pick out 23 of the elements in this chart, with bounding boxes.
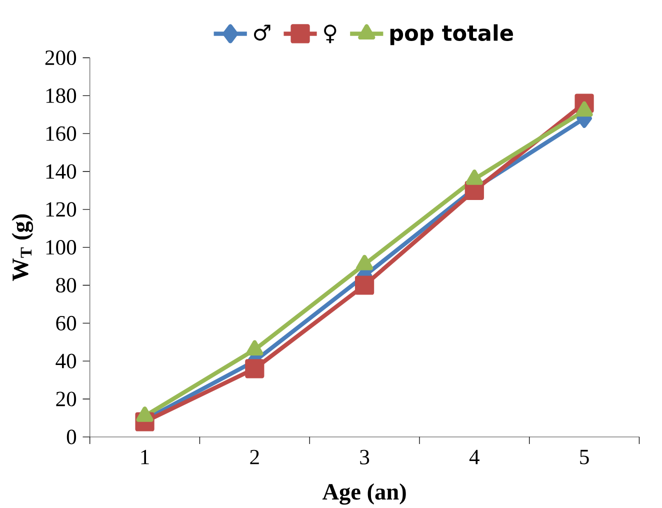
x-tick-label: 5 <box>580 450 589 464</box>
y-tick-label: 20 <box>56 392 76 406</box>
y-axis-title: W$_{T}$ (g) <box>12 214 34 282</box>
x-tick-label: 2 <box>250 450 259 464</box>
y-tick-label: 140 <box>46 164 76 179</box>
x-axis-title: Age (an) <box>322 483 406 505</box>
legend-label: pop totale <box>390 24 513 46</box>
y-tick-label: 80 <box>56 278 76 293</box>
y-tick-label: 40 <box>56 354 76 368</box>
y-tick-label: 0 <box>66 430 76 444</box>
y-tick-label: 180 <box>46 88 76 104</box>
y-tick-label: 60 <box>56 316 76 331</box>
x-tick-label: 1 <box>141 450 149 464</box>
x-tick-label: 4 <box>469 450 480 464</box>
y-tick-label: 120 <box>46 202 76 217</box>
legend-label: ♀ <box>324 24 336 44</box>
y-tick-label: 100 <box>46 240 76 255</box>
point <box>354 276 374 295</box>
point <box>245 359 264 378</box>
x-tick-label: 3 <box>360 450 370 464</box>
legend-label: ♂ <box>254 24 270 41</box>
y-tick-label: 160 <box>46 126 76 141</box>
y-tick-label: 200 <box>45 50 76 66</box>
